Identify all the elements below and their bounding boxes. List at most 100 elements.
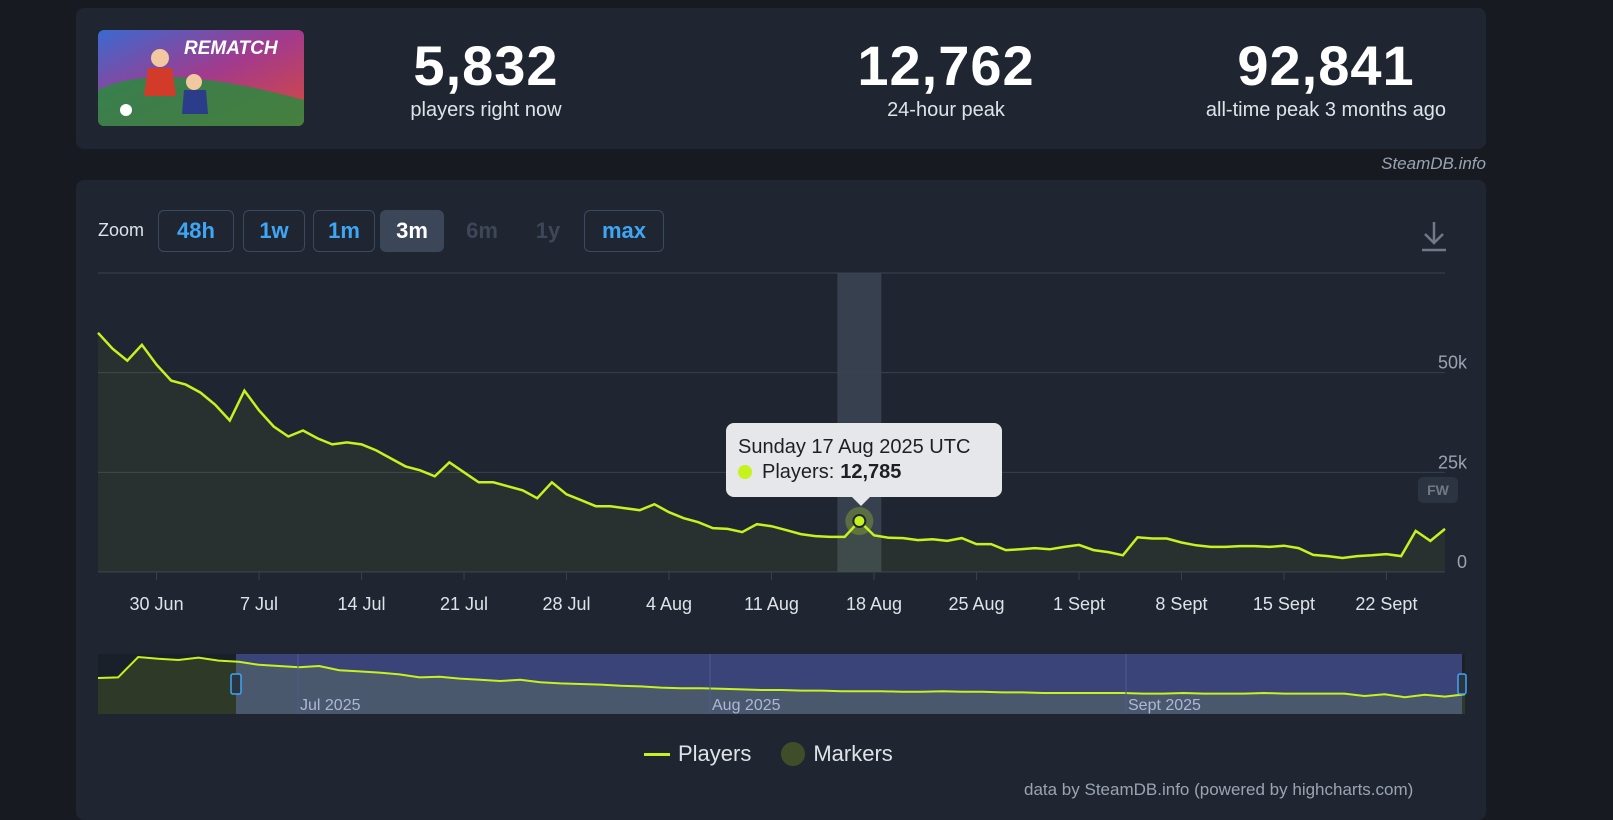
data-point[interactable]: [227, 418, 233, 424]
data-point[interactable]: [417, 467, 423, 473]
data-point[interactable]: [812, 533, 818, 539]
data-point[interactable]: [681, 515, 687, 521]
data-point[interactable]: [930, 536, 936, 542]
data-point[interactable]: [139, 342, 145, 348]
player-count-chart[interactable]: 0 25k 50k 30 Jun 7 Jul 14 Jul 21 Jul 28 Jul 4 A…: [0, 0, 1613, 795]
data-point[interactable]: [1325, 553, 1331, 559]
fw-flag-badge[interactable]: FW: [1418, 477, 1458, 503]
data-point[interactable]: [95, 330, 101, 336]
legend-markers[interactable]: Markers: [813, 741, 893, 766]
data-point[interactable]: [593, 503, 599, 509]
data-point[interactable]: [183, 382, 189, 388]
data-point[interactable]: [842, 534, 848, 540]
data-point[interactable]: [1369, 552, 1375, 558]
data-point[interactable]: [256, 408, 262, 414]
data-point[interactable]: [915, 537, 921, 543]
data-point[interactable]: [373, 447, 379, 453]
data-point[interactable]: [973, 541, 979, 547]
data-point[interactable]: [520, 487, 526, 493]
data-point[interactable]: [1296, 545, 1302, 551]
data-point[interactable]: [1208, 544, 1214, 550]
data-point[interactable]: [461, 469, 467, 475]
legend-players[interactable]: Players: [678, 741, 752, 766]
data-point[interactable]: [388, 455, 394, 461]
data-point[interactable]: [534, 495, 540, 501]
data-point[interactable]: [1383, 551, 1389, 557]
data-point[interactable]: [1310, 552, 1316, 558]
data-point[interactable]: [1003, 547, 1009, 553]
data-point[interactable]: [798, 531, 804, 537]
data-point[interactable]: [1178, 539, 1184, 545]
data-point[interactable]: [666, 509, 672, 515]
data-point[interactable]: [300, 427, 306, 433]
data-point[interactable]: [285, 433, 291, 439]
data-point[interactable]: [1120, 552, 1126, 558]
data-point[interactable]: [637, 507, 643, 513]
data-point[interactable]: [1340, 555, 1346, 561]
data-point[interactable]: [1222, 544, 1228, 550]
data-point[interactable]: [124, 358, 130, 364]
data-point[interactable]: [1017, 546, 1023, 552]
data-point[interactable]: [651, 501, 657, 507]
data-point[interactable]: [739, 529, 745, 535]
data-point[interactable]: [1281, 543, 1287, 549]
data-point[interactable]: [490, 479, 496, 485]
data-point[interactable]: [315, 435, 321, 441]
data-point[interactable]: [1047, 546, 1053, 552]
data-point[interactable]: [1105, 549, 1111, 555]
data-point[interactable]: [710, 525, 716, 531]
data-point[interactable]: [1354, 553, 1360, 559]
navigator-selected-range[interactable]: [236, 654, 1462, 714]
data-point[interactable]: [1193, 542, 1199, 548]
data-point[interactable]: [1442, 526, 1448, 532]
data-point[interactable]: [607, 503, 613, 509]
navigator-handle-left[interactable]: [230, 673, 242, 695]
data-point[interactable]: [871, 532, 877, 538]
data-point[interactable]: [1061, 544, 1067, 550]
data-point[interactable]: [900, 535, 906, 541]
data-point[interactable]: [212, 402, 218, 408]
data-point[interactable]: [578, 497, 584, 503]
data-point[interactable]: [154, 362, 160, 368]
download-icon[interactable]: [1418, 218, 1450, 254]
data-point[interactable]: [1266, 544, 1272, 550]
data-point[interactable]: [432, 473, 438, 479]
zoom-max-button[interactable]: max: [584, 210, 664, 252]
zoom-1w-button[interactable]: 1w: [243, 210, 305, 252]
data-point[interactable]: [329, 441, 335, 447]
data-point[interactable]: [168, 378, 174, 384]
data-point[interactable]: [827, 534, 833, 540]
data-point[interactable]: [110, 346, 116, 352]
data-point[interactable]: [505, 483, 511, 489]
data-point[interactable]: [1032, 545, 1038, 551]
data-point[interactable]: [1413, 528, 1419, 534]
zoom-1m-button[interactable]: 1m: [313, 210, 375, 252]
chart-credit[interactable]: data by SteamDB.info (powered by highcha…: [1024, 780, 1414, 799]
data-point[interactable]: [271, 423, 277, 429]
data-point[interactable]: [241, 388, 247, 394]
data-point[interactable]: [344, 439, 350, 445]
steamdb-credit-link[interactable]: SteamDB.info: [1381, 154, 1486, 173]
data-point[interactable]: [769, 523, 775, 529]
data-point[interactable]: [1149, 536, 1155, 542]
navigator-handle-right[interactable]: [1457, 673, 1467, 695]
data-point[interactable]: [1091, 547, 1097, 553]
data-point[interactable]: [402, 463, 408, 469]
data-point[interactable]: [944, 538, 950, 544]
data-point[interactable]: [446, 459, 452, 465]
data-point[interactable]: [754, 521, 760, 527]
data-point[interactable]: [1164, 536, 1170, 542]
data-point[interactable]: [988, 541, 994, 547]
range-navigator[interactable]: Jul 2025 Aug 2025 Sept 2025: [97, 654, 1467, 714]
data-point[interactable]: [476, 479, 482, 485]
data-point[interactable]: [1237, 543, 1243, 549]
data-point[interactable]: [1135, 534, 1141, 540]
data-point[interactable]: [359, 441, 365, 447]
data-point[interactable]: [1076, 542, 1082, 548]
zoom-3m-button[interactable]: 3m: [380, 210, 444, 252]
data-point[interactable]: [197, 390, 203, 396]
data-point[interactable]: [725, 526, 731, 532]
zoom-48h-button[interactable]: 48h: [158, 210, 234, 252]
data-point[interactable]: [622, 505, 628, 511]
data-point[interactable]: [549, 479, 555, 485]
